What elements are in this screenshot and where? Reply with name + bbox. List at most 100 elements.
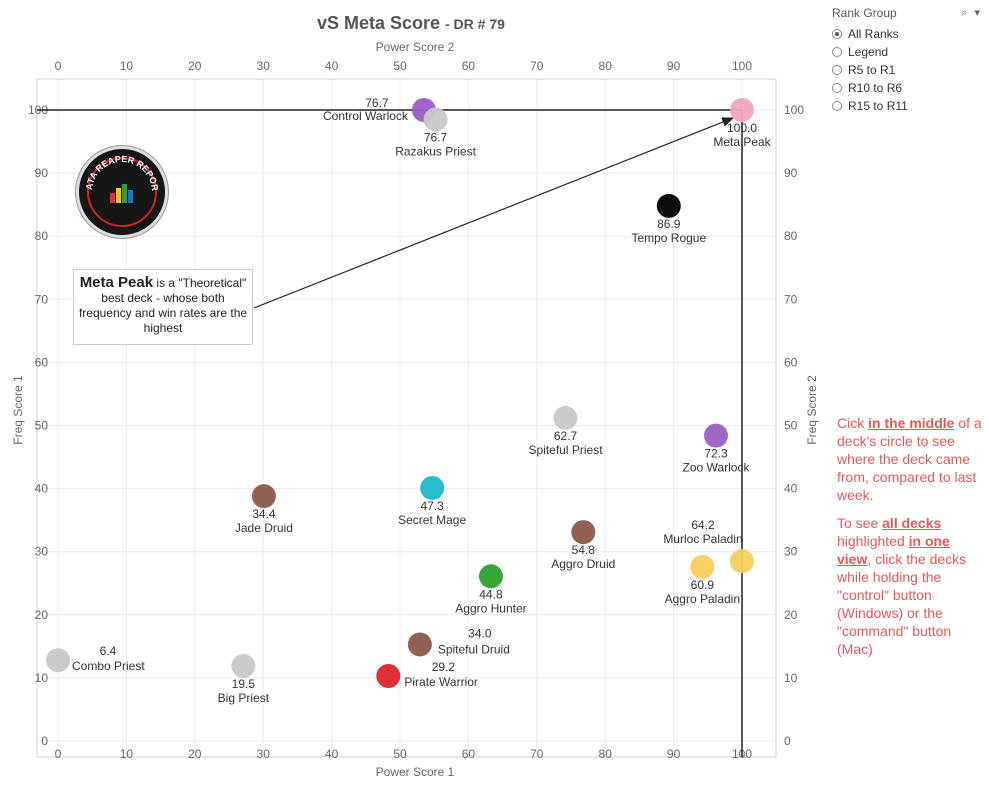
annotation-arrow — [253, 117, 735, 309]
rank-option-1[interactable]: Legend — [832, 43, 982, 61]
name-label-pirate-warrior: Pirate Warrior — [404, 675, 478, 689]
score-label-control-warlock: 76.7 — [365, 96, 389, 110]
rank-option-label: Legend — [848, 45, 889, 59]
point-spiteful-druid[interactable] — [407, 632, 432, 657]
x-tick-label: 60 — [462, 747, 476, 761]
x-tick-label: 0 — [55, 747, 62, 761]
score-label-meta-peak: 100.0 — [727, 121, 757, 135]
x-tick-label: 80 — [599, 747, 613, 761]
x-tick-label: 20 — [188, 747, 202, 761]
x-axis-title: Power Score 1 — [376, 765, 455, 779]
logo-text: DATA REAPER REPORT — [76, 141, 160, 192]
name-label-aggro-hunter: Aggro Hunter — [455, 601, 526, 615]
rank-option-4[interactable]: R15 to R11 — [832, 97, 982, 115]
radio-button[interactable] — [832, 47, 842, 57]
point-meta-peak[interactable] — [730, 98, 754, 122]
y2-tick-label: 100 — [784, 103, 804, 117]
rank-option-0[interactable]: All Ranks — [832, 25, 982, 43]
y2-tick-label: 0 — [784, 734, 791, 748]
radio-button[interactable] — [832, 83, 842, 93]
name-label-combo-priest: Combo Priest — [72, 659, 145, 673]
rank-option-label: R15 to R11 — [848, 99, 908, 113]
name-label-aggro-paladin: Aggro Paladin — [665, 592, 740, 606]
rank-option-3[interactable]: R10 to R6 — [832, 79, 982, 97]
rank-group-filter: Rank Group ⌕ ▾ All Ranks Legend R5 to R1 R1… — [832, 6, 982, 115]
y2-tick-label: 80 — [784, 229, 798, 243]
score-label-tempo-rogue: 86.9 — [657, 217, 681, 231]
y-tick-label: 20 — [35, 608, 49, 622]
point-big-priest[interactable] — [231, 653, 256, 678]
rank-option-2[interactable]: R5 to R1 — [832, 61, 982, 79]
score-label-aggro-paladin: 60.9 — [691, 578, 715, 592]
point-aggro-druid[interactable] — [571, 520, 596, 545]
x-tick-label: 50 — [393, 747, 407, 761]
name-label-zoo-warlock: Zoo Warlock — [683, 461, 751, 475]
x2-tick-label: 20 — [188, 59, 202, 73]
name-label-secret-mage: Secret Mage — [398, 513, 466, 527]
point-jade-druid[interactable] — [251, 484, 276, 509]
chart-title: vS Meta Score — [317, 13, 440, 33]
name-label-control-warlock: Control Warlock — [323, 109, 409, 123]
y2-tick-label: 30 — [784, 545, 798, 559]
score-label-combo-priest: 6.4 — [100, 644, 117, 658]
x2-tick-label: 60 — [462, 59, 476, 73]
score-label-razakus-priest: 76.7 — [424, 130, 448, 144]
instruction-1: Cick in the middle of a deck's circle to… — [837, 415, 982, 503]
point-razakus-priest[interactable] — [423, 107, 448, 132]
y-tick-label: 80 — [35, 229, 49, 243]
name-label-spiteful-druid: Spiteful Druid — [438, 642, 510, 656]
point-aggro-paladin[interactable] — [690, 554, 715, 579]
score-label-pirate-warrior: 29.2 — [432, 660, 456, 674]
point-spiteful-priest[interactable] — [553, 405, 578, 430]
y-tick-label: 90 — [35, 166, 49, 180]
x2-tick-label: 0 — [55, 59, 62, 73]
score-label-zoo-warlock: 72.3 — [704, 447, 728, 461]
point-pirate-warrior[interactable] — [376, 664, 401, 689]
point-tempo-rogue[interactable] — [656, 193, 681, 218]
meta-peak-annotation: Meta Peak is a "Theoretical" best deck -… — [73, 269, 253, 345]
y-tick-label: 70 — [35, 292, 49, 306]
score-label-secret-mage: 47.3 — [420, 499, 444, 513]
svg-text:DATA REAPER REPORT: DATA REAPER REPORT — [79, 149, 160, 192]
point-secret-mage[interactable] — [420, 475, 445, 500]
x2-tick-label: 80 — [599, 59, 613, 73]
rank-option-label: All Ranks — [848, 27, 899, 41]
y-axis-title: Freq Score 1 — [11, 375, 25, 445]
annotation-text: is a "Theoretical" best deck - whose bot… — [78, 276, 248, 335]
x-tick-label: 10 — [120, 747, 134, 761]
name-label-razakus-priest: Razakus Priest — [395, 144, 476, 158]
point-murloc-paladin[interactable] — [730, 549, 754, 574]
radio-button[interactable] — [832, 101, 842, 111]
name-label-murloc-paladin: Murloc Paladin — [663, 532, 742, 546]
y-tick-label: 30 — [35, 545, 49, 559]
point-combo-priest[interactable] — [46, 648, 70, 673]
rank-group-title: Rank Group — [832, 6, 897, 20]
score-label-big-priest: 19.5 — [232, 677, 256, 691]
radio-button[interactable] — [832, 29, 842, 39]
x2-tick-label: 10 — [120, 59, 134, 73]
point-zoo-warlock[interactable] — [704, 423, 729, 448]
y2-tick-label: 40 — [784, 482, 798, 496]
name-label-meta-peak: Meta Peak — [713, 135, 771, 149]
name-label-big-priest: Big Priest — [218, 691, 270, 705]
score-label-jade-druid: 34.4 — [252, 507, 276, 521]
y-tick-label: 40 — [35, 482, 49, 496]
chart-subtitle: - DR # 79 — [445, 16, 505, 32]
radio-button[interactable] — [832, 65, 842, 75]
y2-tick-label: 90 — [784, 166, 798, 180]
score-label-spiteful-priest: 62.7 — [554, 429, 578, 443]
filter-search-icon[interactable]: ⌕ ▾ — [961, 7, 982, 19]
logo-graphic: DATA REAPER REPORT — [76, 141, 160, 227]
y2-tick-label: 70 — [784, 292, 798, 306]
y2-tick-label: 20 — [784, 608, 798, 622]
instruction-2: To see all decks highlighted in one view… — [837, 515, 967, 657]
annotation-bold: Meta Peak — [79, 274, 154, 291]
point-aggro-hunter[interactable] — [478, 564, 503, 589]
score-label-aggro-druid: 54.8 — [572, 543, 596, 557]
y2-axis-title: Freq Score 2 — [805, 375, 819, 445]
x2-tick-label: 30 — [257, 59, 271, 73]
name-label-tempo-rogue: Tempo Rogue — [631, 231, 706, 245]
score-label-murloc-paladin: 64.2 — [691, 518, 715, 532]
x-tick-label: 40 — [325, 747, 339, 761]
